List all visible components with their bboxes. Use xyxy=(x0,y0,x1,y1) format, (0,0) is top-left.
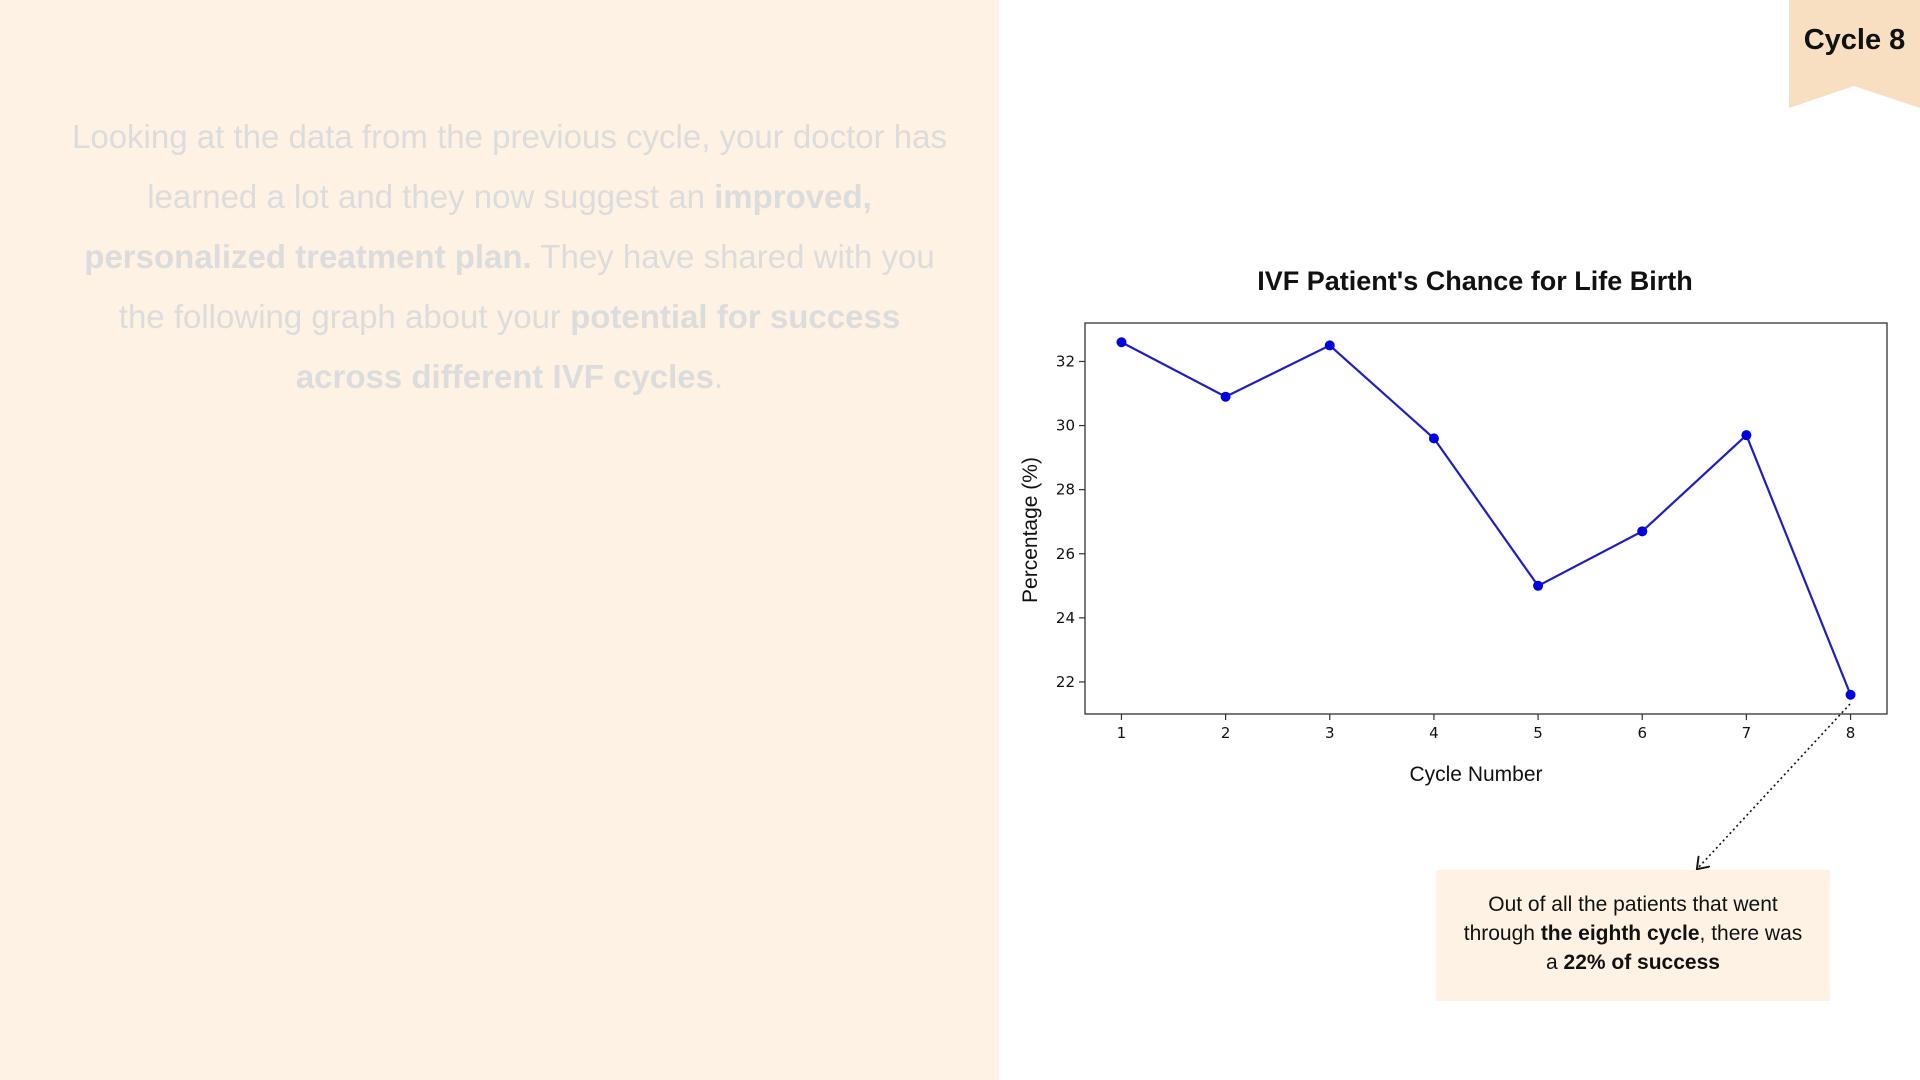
y-tick-label: 26 xyxy=(1056,545,1075,563)
y-tick-label: 30 xyxy=(1056,417,1075,435)
callout-bold-1: the eighth cycle xyxy=(1540,922,1700,945)
data-point xyxy=(1428,433,1439,444)
x-tick-label: 7 xyxy=(1742,724,1752,742)
data-point xyxy=(1533,580,1544,591)
x-tick-label: 4 xyxy=(1429,724,1439,742)
x-tick-label: 3 xyxy=(1325,724,1335,742)
callout-text-2: , there was a xyxy=(1546,922,1803,974)
data-point xyxy=(1116,337,1127,348)
data-point xyxy=(1324,340,1335,351)
y-tick-label: 28 xyxy=(1056,481,1075,499)
series-points xyxy=(1116,337,1856,700)
x-tick-label: 2 xyxy=(1221,724,1231,742)
y-tick-label: 22 xyxy=(1056,673,1075,691)
data-point xyxy=(1637,526,1648,537)
badge-ribbon-shape xyxy=(1789,0,1920,108)
callout-bold-2: 22% of success xyxy=(1563,951,1720,974)
x-tick-label: 5 xyxy=(1533,724,1543,742)
x-tick-label: 8 xyxy=(1846,724,1856,742)
intro-text-1: Looking at the data from the previous cy… xyxy=(72,118,947,215)
y-tick-label: 32 xyxy=(1056,352,1075,370)
x-tick-label: 1 xyxy=(1117,724,1127,742)
left-panel: Looking at the data from the previous cy… xyxy=(0,0,999,1080)
intro-paragraph: Looking at the data from the previous cy… xyxy=(62,107,957,407)
badge-label: Cycle 8 xyxy=(1803,24,1906,56)
chart-title: IVF Patient's Chance for Life Birth xyxy=(1257,266,1693,296)
callout-box: Out of all the patients that went throug… xyxy=(1436,870,1830,1001)
x-ticks: 1 2 3 4 5 6 7 8 xyxy=(1117,714,1856,742)
y-tick-label: 24 xyxy=(1056,609,1075,627)
x-tick-label: 6 xyxy=(1637,724,1647,742)
intro-text-3: . xyxy=(714,358,724,395)
intro-bold-2: potential for success across different I… xyxy=(295,298,901,395)
cycle-badge: Cycle 8 xyxy=(1789,0,1920,108)
y-axis-label: Percentage (%) xyxy=(1019,457,1042,603)
data-point xyxy=(1220,391,1231,402)
callout-text-1: Out of all the patients that went throug… xyxy=(1463,893,1778,945)
data-point xyxy=(1741,430,1752,441)
callout-arrow xyxy=(1698,703,1851,868)
plot-frame xyxy=(1084,322,1888,715)
series-line xyxy=(1120,341,1852,696)
intro-bold-1: improved, personalized treatment plan. xyxy=(84,178,872,275)
data-point xyxy=(1845,689,1856,700)
intro-text-2: They have shared with you the following … xyxy=(118,238,935,335)
x-axis-label: Cycle Number xyxy=(1409,763,1542,786)
y-ticks: 22 24 26 28 30 32 xyxy=(1056,352,1085,691)
